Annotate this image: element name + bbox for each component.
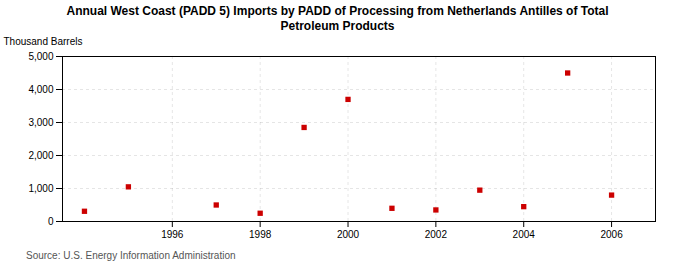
svg-text:Thousand Barrels: Thousand Barrels [4, 36, 83, 47]
svg-text:1,000: 1,000 [28, 183, 53, 194]
svg-text:2000: 2000 [337, 229, 360, 240]
svg-text:2002: 2002 [425, 229, 448, 240]
svg-text:5,000: 5,000 [28, 51, 53, 62]
svg-text:2006: 2006 [600, 229, 623, 240]
svg-text:1996: 1996 [161, 229, 184, 240]
html-text:Source: U.S. Energy Informatio: Source: U.S. Energy Information Administ… [26, 250, 236, 261]
svg-text:2,000: 2,000 [28, 150, 53, 161]
svg-text:0: 0 [48, 216, 54, 227]
svg-text:1998: 1998 [249, 229, 272, 240]
svg-text:3,000: 3,000 [28, 117, 53, 128]
svg-text:4,000: 4,000 [28, 84, 53, 95]
svg-text:2004: 2004 [513, 229, 536, 240]
html-text:Annual West Coast (PADD 5) Imp: Annual West Coast (PADD 5) Imports by PA… [66, 4, 609, 33]
